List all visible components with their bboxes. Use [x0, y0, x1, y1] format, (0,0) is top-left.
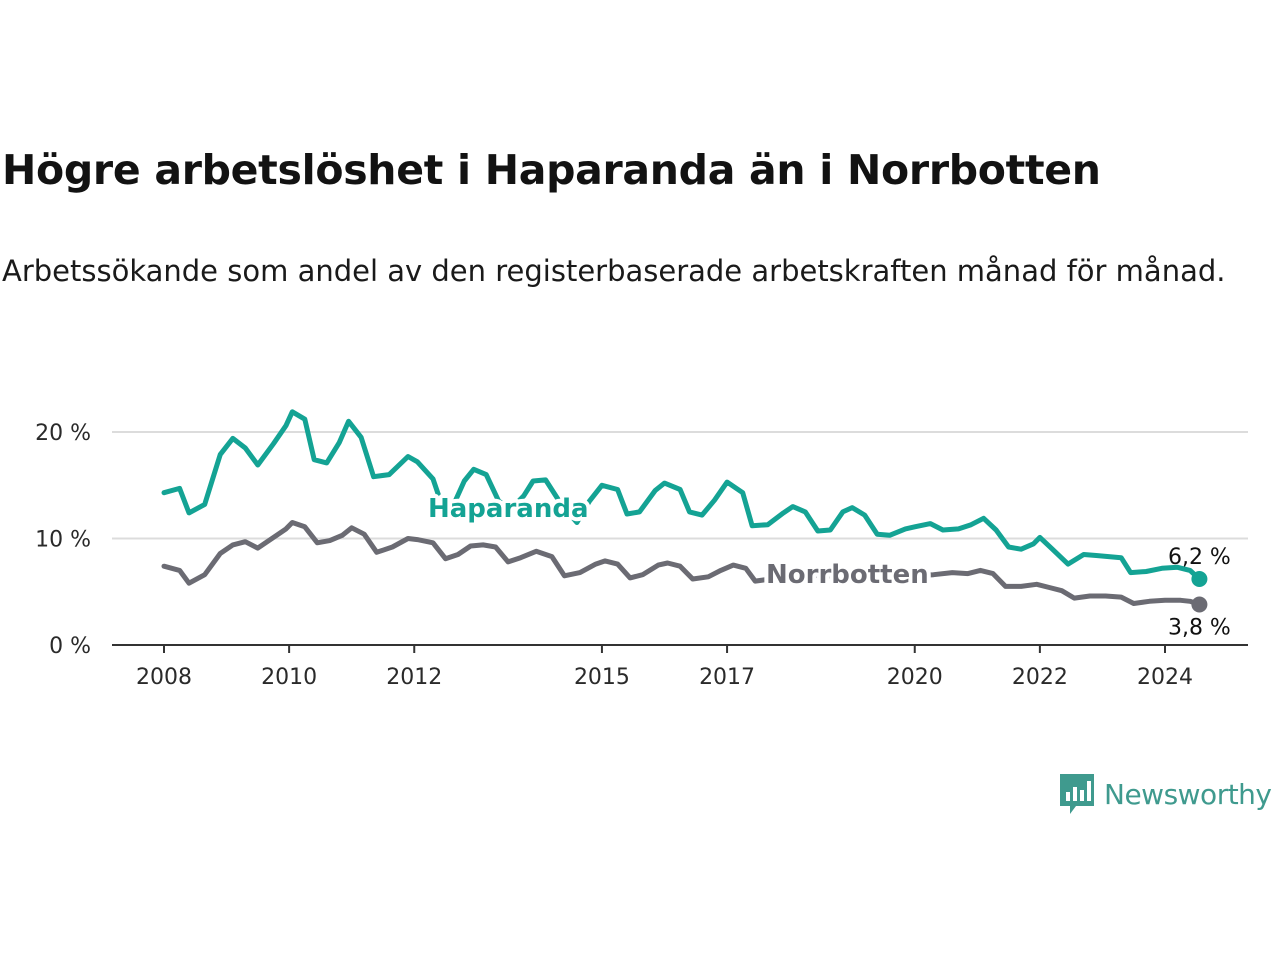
series-end-point [1191, 596, 1208, 613]
chart-subtitle: Arbetssökande som andel av den registerb… [2, 254, 1226, 288]
x-tick-label: 2015 [574, 665, 630, 690]
y-axis: 0 % 10 % 20 % [35, 421, 91, 659]
series-labels: 6,2 % Haparanda 3,8 % Norrbotten [424, 490, 1231, 641]
series-lines [161, 409, 1208, 613]
brand-logo: Newsworthy [1058, 772, 1272, 816]
x-tick-label: 2012 [386, 665, 442, 690]
x-tick-label: 2017 [699, 665, 755, 690]
x-tick-label: 2022 [1012, 665, 1068, 690]
series-line-norrbotten [161, 520, 1202, 607]
x-tick-label: 2008 [136, 665, 192, 690]
x-axis: 2008 2010 2012 2015 2017 2020 2022 2024 [112, 644, 1248, 690]
series-line-haparanda [161, 409, 1202, 582]
chart-title: Högre arbetslöshet i Haparanda än i Norr… [2, 146, 1101, 194]
grid-lines [112, 431, 1248, 540]
newsworthy-logo-icon [1060, 774, 1094, 814]
x-tick-label: 2024 [1137, 665, 1193, 690]
y-tick-label: 10 % [35, 528, 91, 553]
y-tick-label: 0 % [49, 634, 91, 659]
series-name-label: Norrbotten [766, 560, 929, 590]
x-tick-label: 2010 [261, 665, 317, 690]
x-tick-label: 2020 [887, 665, 943, 690]
brand-name: Newsworthy [1104, 777, 1272, 811]
y-tick-label: 20 % [35, 421, 91, 446]
series-end-point [1191, 570, 1208, 587]
series-end-value: 6,2 % [1168, 545, 1231, 570]
series-name-label: Haparanda [428, 494, 589, 524]
line-chart: 0 % 10 % 20 % 2008 2010 2012 2015 2017 2020 2022… [35, 409, 1248, 690]
series-end-value: 3,8 % [1168, 616, 1231, 641]
